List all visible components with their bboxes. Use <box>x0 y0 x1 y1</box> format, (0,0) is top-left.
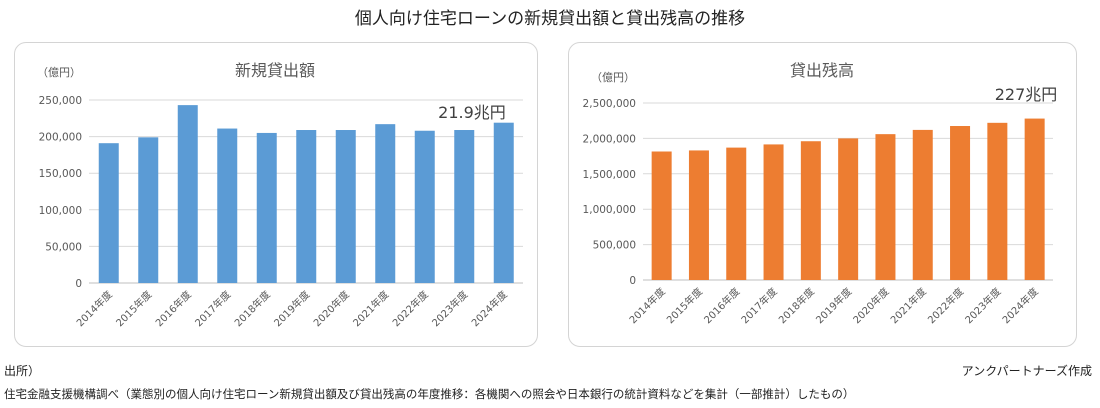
x-tick-label: 2021年度 <box>888 285 929 326</box>
bar <box>454 130 475 283</box>
x-tick-label: 2023年度 <box>429 288 470 329</box>
y-axis-unit: （億円） <box>591 71 635 84</box>
chart-annotation: 227兆円 <box>995 85 1058 104</box>
x-tick-label: 2016年度 <box>701 285 742 326</box>
chart-annotation: 21.9兆円 <box>438 103 506 122</box>
outstanding-balance-chart: 0 500,000 1,000,000 1,500,000 2,000,000 2,500… <box>583 61 1058 326</box>
bar <box>335 130 356 283</box>
bar <box>726 147 747 280</box>
bar <box>493 122 514 283</box>
y-tick-label: 1,500,000 <box>583 169 636 181</box>
bar <box>950 126 971 280</box>
bar <box>688 150 709 280</box>
source-label: 出所） <box>4 364 41 378</box>
x-tick-label: 2020年度 <box>311 288 352 329</box>
x-tick-label: 2018年度 <box>776 285 817 326</box>
bar <box>987 122 1008 280</box>
y-axis-unit: （億円） <box>37 66 81 79</box>
bar <box>414 130 435 283</box>
bar <box>912 129 933 280</box>
page-title: 個人向け住宅ローンの新規貸出額と貸出残高の推移 <box>354 9 746 29</box>
y-tick-label: 2,500,000 <box>583 98 636 110</box>
y-tick-label: 150,000 <box>39 168 82 180</box>
bar <box>838 138 859 280</box>
outstanding-balance-chart-panel: 0 500,000 1,000,000 1,500,000 2,000,000 2,500… <box>568 42 1077 347</box>
x-tick-label: 2021年度 <box>350 288 391 329</box>
x-tick-label: 2015年度 <box>113 288 154 329</box>
bar <box>875 134 896 280</box>
bar <box>138 137 159 283</box>
y-tick-label: 0 <box>629 275 636 287</box>
bar <box>651 151 672 280</box>
bar <box>296 130 317 283</box>
bar <box>256 132 277 283</box>
chart-title: 新規貸出額 <box>235 61 315 80</box>
x-tick-label: 2018年度 <box>232 288 273 329</box>
x-tick-label: 2014年度 <box>74 288 115 329</box>
y-tick-label: 500,000 <box>593 240 636 252</box>
x-tick-label: 2017年度 <box>192 288 233 329</box>
new-lending-chart-panel: 0 50,000 100,000 150,000 200,000 250,000 2014… <box>14 42 538 347</box>
new-lending-chart: 0 50,000 100,000 150,000 200,000 250,000 2014… <box>37 61 523 329</box>
bar <box>375 124 396 283</box>
x-tick-label: 2019年度 <box>813 285 854 326</box>
y-tick-label: 200,000 <box>39 132 82 144</box>
y-tick-label: 250,000 <box>39 95 82 107</box>
bar <box>800 141 821 280</box>
x-tick-label: 2019年度 <box>271 288 312 329</box>
bar <box>1024 118 1045 281</box>
bar <box>763 144 784 280</box>
bar <box>177 105 198 284</box>
x-tick-label: 2023年度 <box>962 285 1003 326</box>
y-tick-label: 2,000,000 <box>583 133 636 145</box>
bar <box>217 128 238 283</box>
x-tick-label: 2014年度 <box>626 285 667 326</box>
x-tick-label: 2022年度 <box>390 288 431 329</box>
y-tick-label: 1,000,000 <box>583 204 636 216</box>
x-tick-label: 2024年度 <box>469 288 510 329</box>
x-tick-label: 2015年度 <box>664 285 705 326</box>
x-tick-label: 2017年度 <box>738 285 779 326</box>
x-tick-label: 2016年度 <box>153 288 194 329</box>
author-credit: アンクパートナーズ作成 <box>961 364 1092 378</box>
x-tick-label: 2024年度 <box>999 285 1040 326</box>
y-tick-label: 0 <box>75 278 82 290</box>
x-tick-label: 2022年度 <box>925 285 966 326</box>
bar <box>98 143 119 283</box>
y-tick-label: 50,000 <box>45 241 82 253</box>
chart-title: 貸出残高 <box>790 61 854 80</box>
x-tick-label: 2020年度 <box>850 285 891 326</box>
source-note: 住宅金融支援機構調べ（業態別の個人向け住宅ローン新規貸出額及び貸出残高の年度推移… <box>4 387 855 401</box>
y-tick-label: 100,000 <box>39 205 82 217</box>
